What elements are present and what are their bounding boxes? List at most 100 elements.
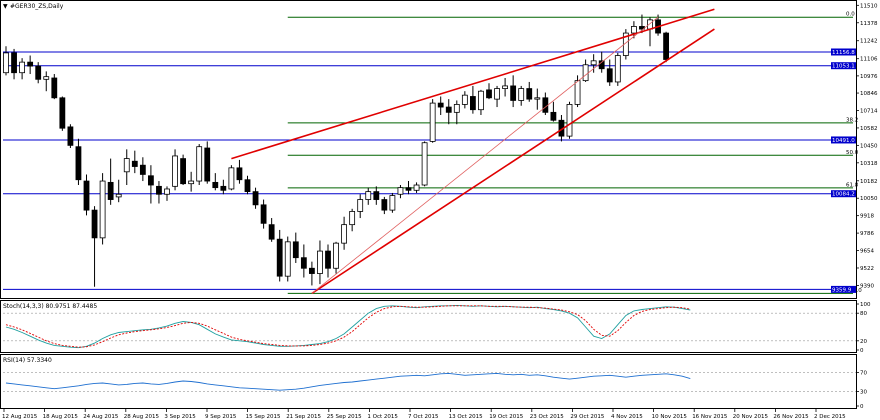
indicator-series-line bbox=[5, 304, 691, 349]
time-tick-label: 23 Oct 2015 bbox=[530, 414, 565, 420]
level-label: 10491.0 bbox=[832, 138, 855, 144]
time-tick-label: 13 Oct 2015 bbox=[449, 414, 484, 420]
candle bbox=[461, 91, 468, 109]
candle bbox=[631, 21, 637, 39]
stochastic-panel: 100 80 20 0 bbox=[3, 302, 871, 354]
dropdown-arrow-icon[interactable]: ▼ bbox=[3, 3, 8, 10]
candle-body-bull bbox=[574, 80, 581, 105]
candle bbox=[663, 31, 669, 63]
candle bbox=[606, 59, 613, 86]
candle bbox=[494, 85, 500, 108]
candle-body-bear bbox=[292, 241, 299, 259]
candle-body-bear bbox=[308, 267, 315, 274]
candle bbox=[622, 29, 629, 60]
candle-body-bull bbox=[421, 142, 428, 186]
indicator-tick-label: 30 bbox=[860, 390, 867, 396]
price-tick-label: 10182 bbox=[860, 179, 878, 185]
candle bbox=[35, 62, 42, 84]
candle bbox=[172, 149, 178, 191]
candle-body-bull bbox=[317, 250, 323, 274]
candle-body-bull bbox=[3, 52, 9, 74]
fib-level-label: 50.0 bbox=[846, 150, 859, 156]
candle-body-bull bbox=[614, 55, 621, 83]
candle bbox=[373, 186, 380, 205]
price-tick-label: 11106 bbox=[860, 57, 878, 63]
candle bbox=[590, 54, 597, 73]
candle-body-bear bbox=[260, 204, 267, 224]
candle bbox=[115, 179, 122, 203]
candle bbox=[276, 229, 283, 282]
candle-body-bear bbox=[212, 181, 219, 189]
time-tick-label: 16 Nov 2015 bbox=[692, 414, 728, 420]
candle bbox=[43, 71, 50, 92]
indicator-tick-label: 80 bbox=[860, 311, 867, 317]
candle-body-bull bbox=[518, 88, 525, 101]
price-tick-label: 9786 bbox=[860, 231, 874, 237]
candle-body-bull bbox=[284, 241, 291, 277]
candle bbox=[317, 240, 323, 285]
candle bbox=[349, 208, 356, 232]
candle-body-bull bbox=[365, 191, 372, 200]
candlesticks bbox=[3, 14, 669, 287]
candle-body-bull bbox=[453, 104, 460, 113]
candle bbox=[413, 182, 420, 193]
candle bbox=[574, 75, 581, 108]
candle bbox=[244, 175, 251, 195]
candle bbox=[147, 165, 154, 204]
candle-body-bear bbox=[131, 160, 138, 167]
time-tick-label: 12 Aug 2015 bbox=[2, 414, 38, 420]
candle-body-bear bbox=[300, 257, 307, 269]
candle-body-bull bbox=[172, 155, 178, 187]
candle bbox=[518, 85, 525, 106]
candle-body-bear bbox=[27, 61, 34, 67]
fib-level-label: 0.0 bbox=[846, 12, 855, 18]
candle bbox=[300, 244, 307, 278]
level-label: 11053.1 bbox=[832, 64, 855, 70]
candle-body-bull bbox=[115, 193, 122, 198]
level-label-box bbox=[831, 285, 856, 293]
price-tick-label: 10846 bbox=[860, 91, 878, 97]
price-axis: 11510 11378 11242 11106 10976 10846 10714 10582… bbox=[856, 3, 878, 289]
candle-body-bull bbox=[590, 60, 597, 66]
trendlines bbox=[231, 8, 715, 295]
candle bbox=[429, 99, 436, 143]
candle-body-bear bbox=[550, 111, 557, 121]
rsi-panel: 70 30 0 bbox=[3, 370, 867, 410]
candle bbox=[51, 74, 58, 100]
price-tick-label: 11510 bbox=[860, 3, 878, 9]
candle bbox=[260, 199, 267, 229]
candle-body-bull bbox=[164, 188, 170, 195]
candle-body-bear bbox=[486, 89, 492, 99]
candle-body-bull bbox=[349, 211, 356, 226]
level-label-box bbox=[831, 48, 856, 56]
candle-body-bull bbox=[389, 195, 396, 211]
candle bbox=[19, 58, 26, 80]
candle bbox=[365, 187, 372, 205]
candle bbox=[27, 55, 34, 75]
candle-body-bull bbox=[397, 187, 404, 195]
fib-level-label: 61.8 bbox=[846, 182, 859, 188]
candle bbox=[252, 187, 259, 209]
price-tick-label: 10582 bbox=[860, 126, 878, 132]
level-label-box bbox=[831, 136, 856, 144]
candle-body-bear bbox=[147, 175, 154, 186]
candle-body-bear bbox=[276, 238, 283, 277]
candle-body-bull bbox=[333, 242, 339, 269]
candle-body-bear bbox=[510, 85, 517, 101]
trendline bbox=[231, 8, 715, 160]
candle bbox=[107, 158, 114, 205]
candle bbox=[268, 218, 275, 242]
time-tick-label: 24 Aug 2015 bbox=[83, 414, 119, 420]
candle bbox=[550, 101, 557, 122]
candle bbox=[333, 241, 339, 274]
candle bbox=[478, 89, 484, 115]
level-label-box bbox=[831, 62, 856, 70]
stoch-title: Stoch(14,3,3) 80.9751 87.4485 bbox=[3, 303, 97, 310]
candle bbox=[389, 192, 396, 213]
candle-body-bull bbox=[461, 94, 468, 105]
candle bbox=[284, 236, 291, 282]
time-tick-label: 19 Oct 2015 bbox=[489, 414, 524, 420]
candle bbox=[526, 81, 533, 102]
candle-body-bear bbox=[139, 164, 146, 175]
candle-body-bull bbox=[99, 180, 106, 239]
